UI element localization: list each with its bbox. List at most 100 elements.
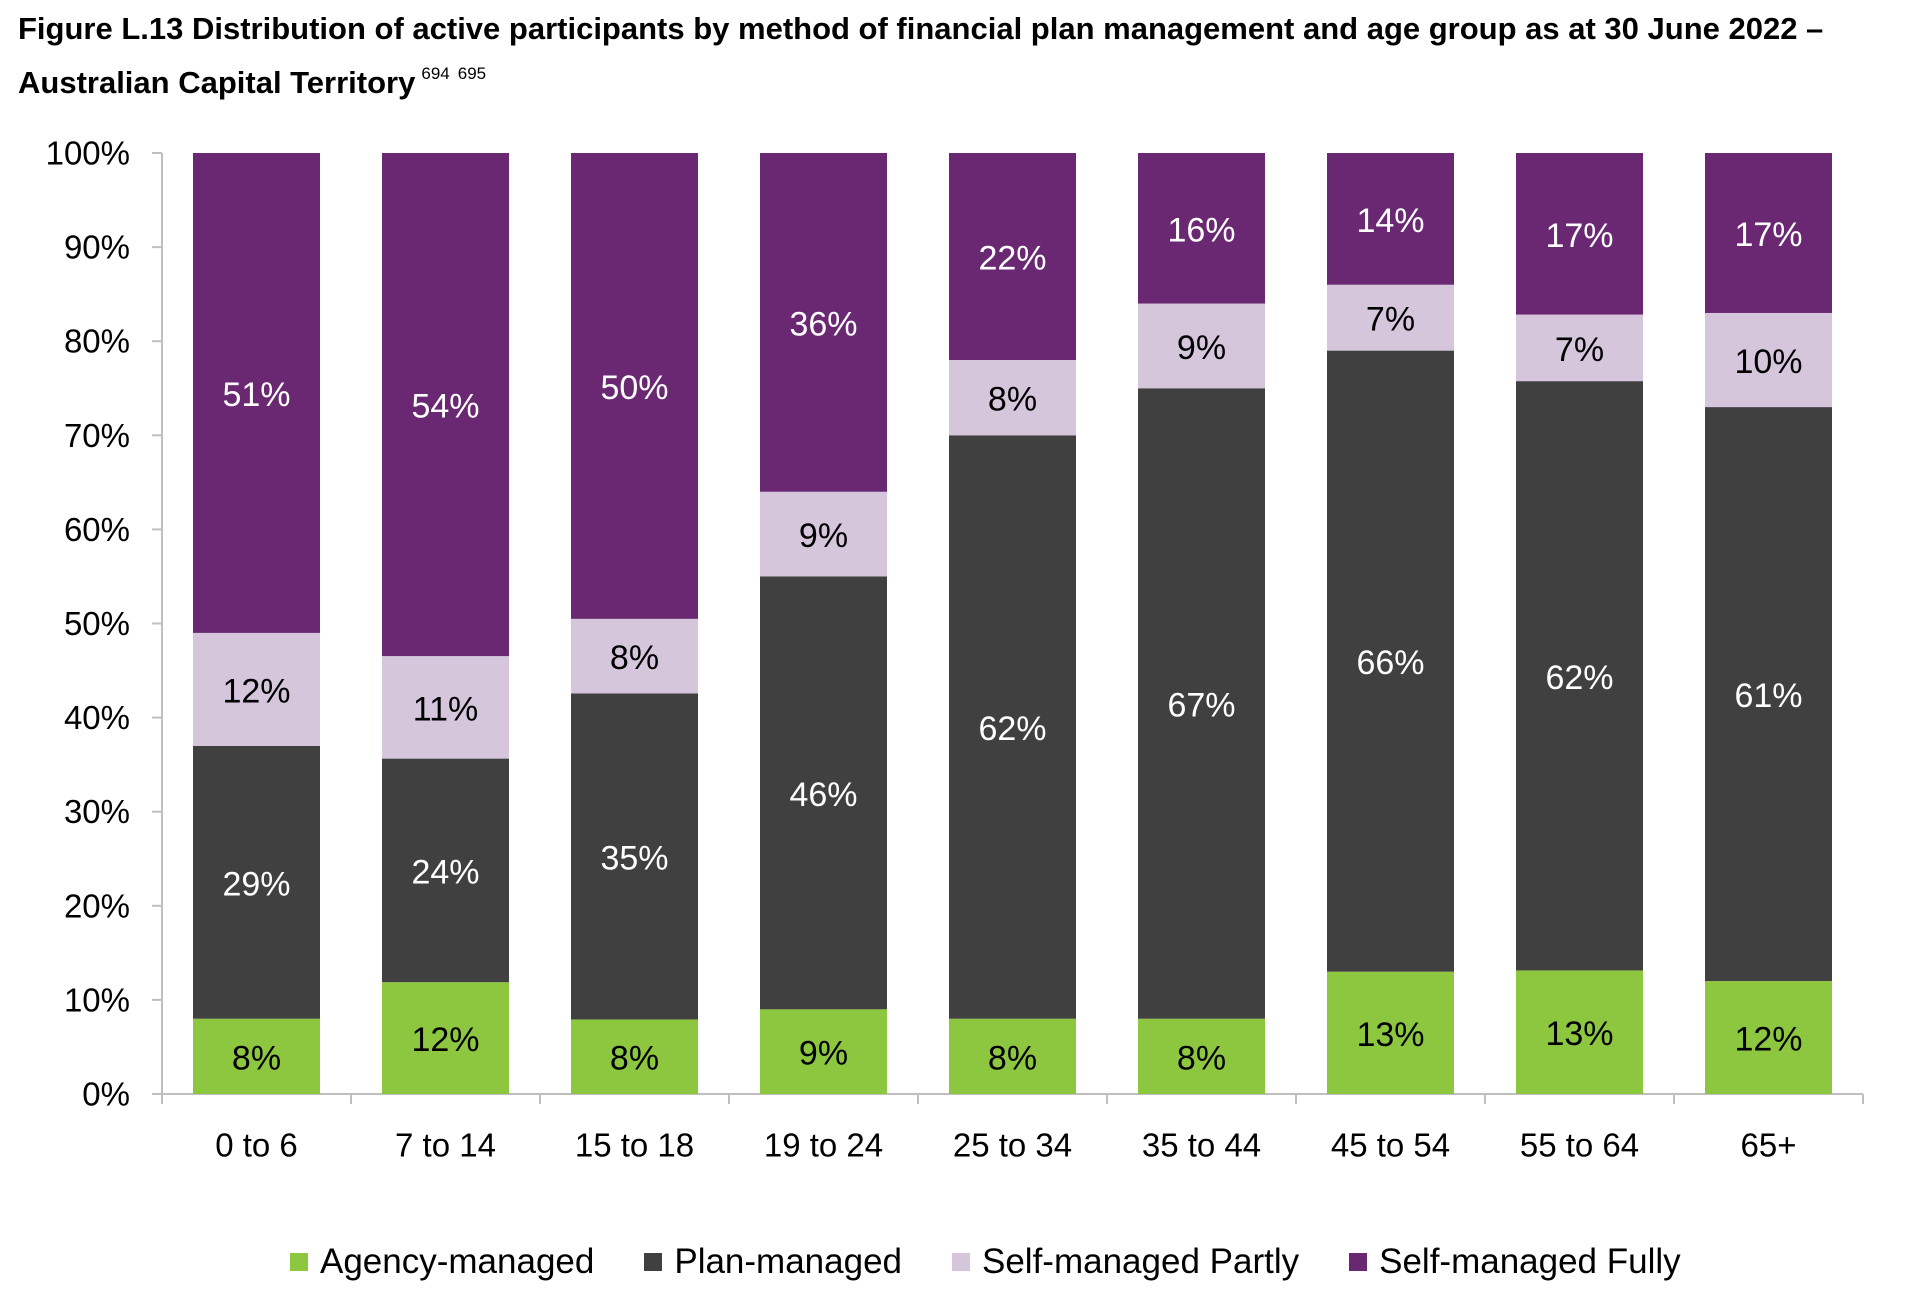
legend-swatch bbox=[1349, 1253, 1368, 1271]
bar-segment-plan-managed bbox=[1516, 381, 1643, 971]
legend-item: Self-managed Partly bbox=[952, 1240, 1299, 1284]
y-tick-label: 60% bbox=[64, 511, 130, 548]
bars: 8% 29% 12% 51% 12% 24% 11% 54% 8% 35% 8% 50% 9% 46% 9%… bbox=[193, 153, 1832, 1094]
bar-segment-agency-managed bbox=[760, 1009, 887, 1094]
title-footnotes: 694 695 bbox=[421, 64, 486, 83]
bar-segment-self-managed-fully bbox=[1705, 153, 1832, 313]
data-label: 7% bbox=[1555, 331, 1604, 369]
data-label: 16% bbox=[1167, 211, 1235, 249]
x-tick-label: 0 to 6 bbox=[215, 1127, 298, 1164]
legend-label: Self-managed Fully bbox=[1379, 1242, 1681, 1281]
data-label: 11% bbox=[413, 690, 479, 728]
data-label: 36% bbox=[789, 305, 857, 343]
bar-segment-plan-managed bbox=[382, 758, 509, 983]
legend-swatch bbox=[952, 1253, 970, 1271]
data-label: 51% bbox=[222, 376, 290, 414]
data-label: 7% bbox=[1366, 301, 1415, 339]
data-label: 54% bbox=[411, 388, 479, 426]
x-tick-label: 7 to 14 bbox=[395, 1127, 496, 1164]
bar-segment-self-managed-partly bbox=[571, 618, 698, 694]
bar-segment-self-managed-fully bbox=[571, 153, 698, 619]
data-label: 13% bbox=[1545, 1015, 1613, 1053]
bar-segment-plan-managed bbox=[760, 576, 887, 1010]
bar-segment-agency-managed bbox=[1516, 970, 1643, 1094]
bar-segment-self-managed-partly bbox=[1705, 312, 1832, 408]
data-label: 67% bbox=[1167, 686, 1235, 724]
data-label: 8% bbox=[232, 1039, 281, 1077]
bar-segment-self-managed-fully bbox=[1138, 153, 1265, 304]
data-label: 12% bbox=[1734, 1021, 1802, 1059]
legend-item: Agency-managed bbox=[290, 1240, 594, 1284]
data-label: 62% bbox=[978, 710, 1046, 748]
bar-segment-plan-managed bbox=[193, 745, 320, 1019]
bar-segment-self-managed-fully bbox=[1327, 153, 1454, 285]
y-tick-label: 80% bbox=[64, 323, 130, 360]
bar-segment-plan-managed bbox=[949, 435, 1076, 1019]
legend-swatch bbox=[644, 1253, 663, 1271]
bar-segment-self-managed-partly bbox=[1138, 303, 1265, 389]
y-tick-label: 90% bbox=[64, 229, 130, 266]
bar-segment-self-managed-fully bbox=[193, 153, 320, 633]
data-label: 9% bbox=[1177, 329, 1226, 367]
data-label: 17% bbox=[1545, 217, 1613, 255]
data-label: 8% bbox=[610, 639, 659, 677]
bar-segment-self-managed-fully bbox=[760, 153, 887, 492]
bar-segment-self-managed-partly bbox=[1327, 284, 1454, 351]
data-label: 62% bbox=[1545, 659, 1613, 697]
data-label: 8% bbox=[988, 1039, 1037, 1077]
data-label: 9% bbox=[799, 1035, 848, 1073]
bar-segment-self-managed-fully bbox=[949, 153, 1076, 361]
bar-segment-agency-managed bbox=[382, 982, 509, 1094]
data-label: 8% bbox=[988, 381, 1037, 419]
data-label: 14% bbox=[1356, 202, 1424, 240]
bar-segment-agency-managed bbox=[193, 1018, 320, 1094]
y-tick-label: 70% bbox=[64, 417, 130, 454]
y-tick-label: 0% bbox=[82, 1076, 130, 1113]
footnote-ref: 694 bbox=[421, 64, 450, 83]
y-tick-label: 10% bbox=[64, 981, 130, 1018]
chart-title: Figure L.13 Distribution of active parti… bbox=[18, 6, 1918, 105]
data-label: 8% bbox=[1177, 1039, 1226, 1077]
x-tick-label: 55 to 64 bbox=[1520, 1127, 1639, 1164]
chart-title-line1: Figure L.13 Distribution of active parti… bbox=[18, 11, 1824, 46]
y-tick-label: 40% bbox=[64, 699, 130, 736]
y-tick-label: 50% bbox=[64, 605, 130, 642]
x-tick-label: 19 to 24 bbox=[764, 1127, 883, 1164]
data-label: 35% bbox=[600, 839, 668, 877]
data-label: 12% bbox=[411, 1021, 479, 1059]
data-label: 17% bbox=[1734, 216, 1802, 254]
x-tick-label: 35 to 44 bbox=[1142, 1127, 1261, 1164]
legend-item: Plan-managed bbox=[644, 1240, 902, 1284]
bar-segment-self-managed-partly bbox=[949, 360, 1076, 436]
bar-segment-agency-managed bbox=[571, 1019, 698, 1094]
y-tick-label: 30% bbox=[64, 793, 130, 830]
bar-segment-plan-managed bbox=[571, 693, 698, 1020]
data-label: 10% bbox=[1734, 343, 1802, 381]
bar-segment-self-managed-partly bbox=[382, 656, 509, 759]
data-label: 22% bbox=[978, 240, 1046, 278]
bar-segment-agency-managed bbox=[949, 1018, 1076, 1094]
y-axis: 0% 10% 20% 30% 40% 50% 60% 70% 80% 90% 100% bbox=[46, 135, 163, 1113]
footnote-ref: 695 bbox=[457, 64, 487, 83]
x-tick-label: 25 to 34 bbox=[953, 1127, 1072, 1164]
data-label: 66% bbox=[1356, 644, 1424, 682]
bar-segment-self-managed-fully bbox=[1516, 153, 1643, 315]
bar-segment-plan-managed bbox=[1327, 350, 1454, 972]
data-label: 24% bbox=[411, 853, 479, 891]
data-label: 61% bbox=[1734, 677, 1802, 715]
bar-segment-self-managed-partly bbox=[760, 491, 887, 577]
bar-segment-plan-managed bbox=[1138, 388, 1265, 1019]
bar-segment-plan-managed bbox=[1705, 407, 1832, 982]
bar-segment-self-managed-partly bbox=[193, 632, 320, 746]
x-axis: 0 to 6 7 to 14 15 to 18 19 to 24 25 to 34 35 … bbox=[161, 1093, 1864, 1164]
x-tick-label: 65+ bbox=[1741, 1127, 1797, 1164]
stacked-bar-chart: 0% 10% 20% 30% 40% 50% 60% 70% 80% 90% 100% 0 to 6… bbox=[46, 135, 1864, 1164]
legend-label: Plan-managed bbox=[674, 1242, 902, 1281]
x-tick-label: 15 to 18 bbox=[575, 1127, 694, 1164]
chart-title-line2: Australian Capital Territory bbox=[18, 65, 416, 100]
bar-segment-self-managed-partly bbox=[1516, 314, 1643, 382]
bar-segment-agency-managed bbox=[1705, 981, 1832, 1094]
data-label: 50% bbox=[600, 369, 668, 407]
legend-label: Self-managed Partly bbox=[982, 1242, 1300, 1281]
legend-item: Self-managed Fully bbox=[1349, 1240, 1681, 1284]
